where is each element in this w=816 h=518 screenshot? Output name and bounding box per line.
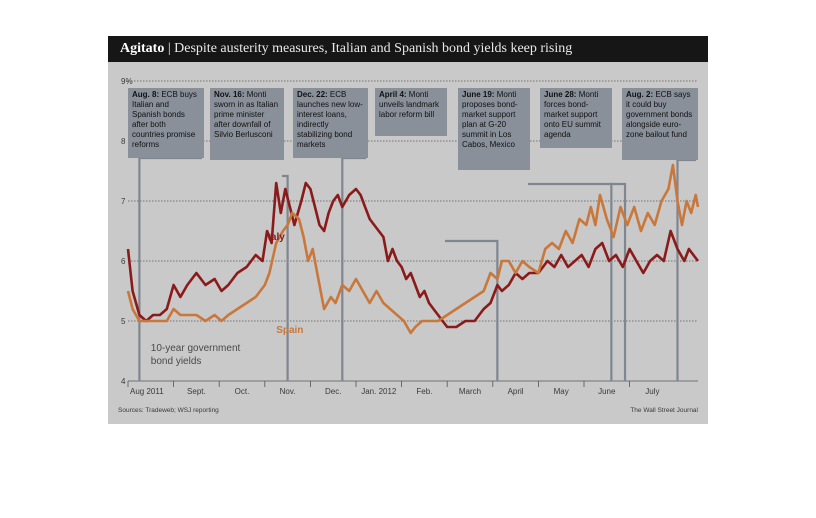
title-headline: Despite austerity measures, Italian and … [174, 41, 573, 56]
annotation-leader-line [445, 239, 499, 381]
x-tick-label: Sept. [187, 387, 206, 396]
annotation-date: Aug. 2: [626, 90, 654, 99]
x-tick-label: June [598, 387, 616, 396]
annotation-aug-8: Aug. 8: ECB buys Italian and Spanish bon… [128, 88, 204, 158]
series-line-italy [126, 181, 700, 329]
x-tick-label: April [508, 387, 524, 396]
x-tick-label: Aug 2011 [130, 387, 164, 396]
source-note: Sources: Tradeweb; WSJ reporting [118, 407, 219, 414]
chart-title: Agitato | Despite austerity measures, It… [120, 41, 572, 57]
annotation-leader-line [282, 174, 289, 381]
y-tick-label: 4 [121, 377, 126, 386]
credit-note: The Wall Street Journal [630, 407, 698, 414]
annotation-leader-line [676, 158, 696, 381]
line-chart: 9% 8 7 6 5 4 Aug 2011 Sept. Oct. Nov. Dec. Jan. 201… [118, 77, 700, 414]
annotation-date: June 19: [462, 90, 495, 99]
title-bar: Agitato | Despite austerity measures, It… [108, 36, 708, 62]
annotation-date: April 4: [379, 90, 407, 99]
annotation-text: Monti forces bond-market support onto EU… [544, 90, 601, 139]
annotation-aug-2: Aug. 2: ECB says it could buy government… [622, 88, 698, 160]
x-tick-label: Jan. 2012 [361, 387, 397, 396]
annotation-text: ECB buys Italian and Spanish bonds after… [132, 90, 197, 149]
title-separator: | [167, 41, 171, 56]
annotation-date: June 28: [544, 90, 577, 99]
annotation-dec-22: Dec. 22: ECB launches new low-interest l… [293, 88, 368, 158]
chart-figure: 9% 8 7 6 5 4 Aug 2011 Sept. Oct. Nov. Dec. Jan. 201… [108, 36, 708, 424]
title-kicker: Agitato [120, 41, 165, 56]
annotation-leader-line [341, 156, 366, 381]
chart-subtitle-line-1: 10-year government [151, 343, 241, 354]
annotation-jun-28: June 28: Monti forces bond-market suppor… [540, 88, 612, 148]
annotation-nov-16: Nov. 16: Monti sworn in as Italian prime… [210, 88, 284, 160]
y-tick-label: 5 [121, 317, 126, 326]
annotation-leader-line [528, 182, 613, 381]
x-tick-label: Nov. [280, 387, 296, 396]
annotation-jun-19: June 19: Monti proposes bond-market supp… [458, 88, 530, 170]
x-tick-label: May [554, 387, 569, 396]
y-tick-label: 9% [121, 77, 133, 86]
y-tick-label: 8 [121, 137, 126, 146]
x-tick-label: July [645, 387, 659, 396]
annotation-leader-line [610, 182, 627, 381]
annotation-date: Nov. 16: [214, 90, 245, 99]
series-label-spain: Spain [276, 325, 303, 336]
annotation-text: Monti sworn in as Italian prime minister… [214, 90, 279, 139]
annotation-text: ECB says it could buy government bonds a… [626, 90, 693, 139]
x-tick-label: Dec. [325, 387, 341, 396]
annotation-date: Aug. 8: [132, 90, 160, 99]
series-line-spain [126, 163, 700, 335]
annotation-text: ECB launches new low-interest loans, ind… [297, 90, 363, 149]
annotation-text: Monti proposes bond-market support plan … [462, 90, 518, 149]
annotation-apr-4: April 4: Monti unveils landmark labor re… [375, 88, 447, 136]
chart-subtitle-line-2: bond yields [151, 356, 202, 367]
x-tick-label: Oct. [235, 387, 250, 396]
x-tick-label: March [459, 387, 481, 396]
annotation-text: Monti unveils landmark labor reform bill [379, 90, 440, 119]
y-tick-label: 7 [121, 197, 126, 206]
annotation-date: Dec. 22: [297, 90, 328, 99]
annotation-leader-line [138, 156, 202, 381]
x-tick-label: Feb. [416, 387, 432, 396]
series-label-italy: Italy [265, 232, 285, 243]
y-tick-label: 6 [121, 257, 126, 266]
